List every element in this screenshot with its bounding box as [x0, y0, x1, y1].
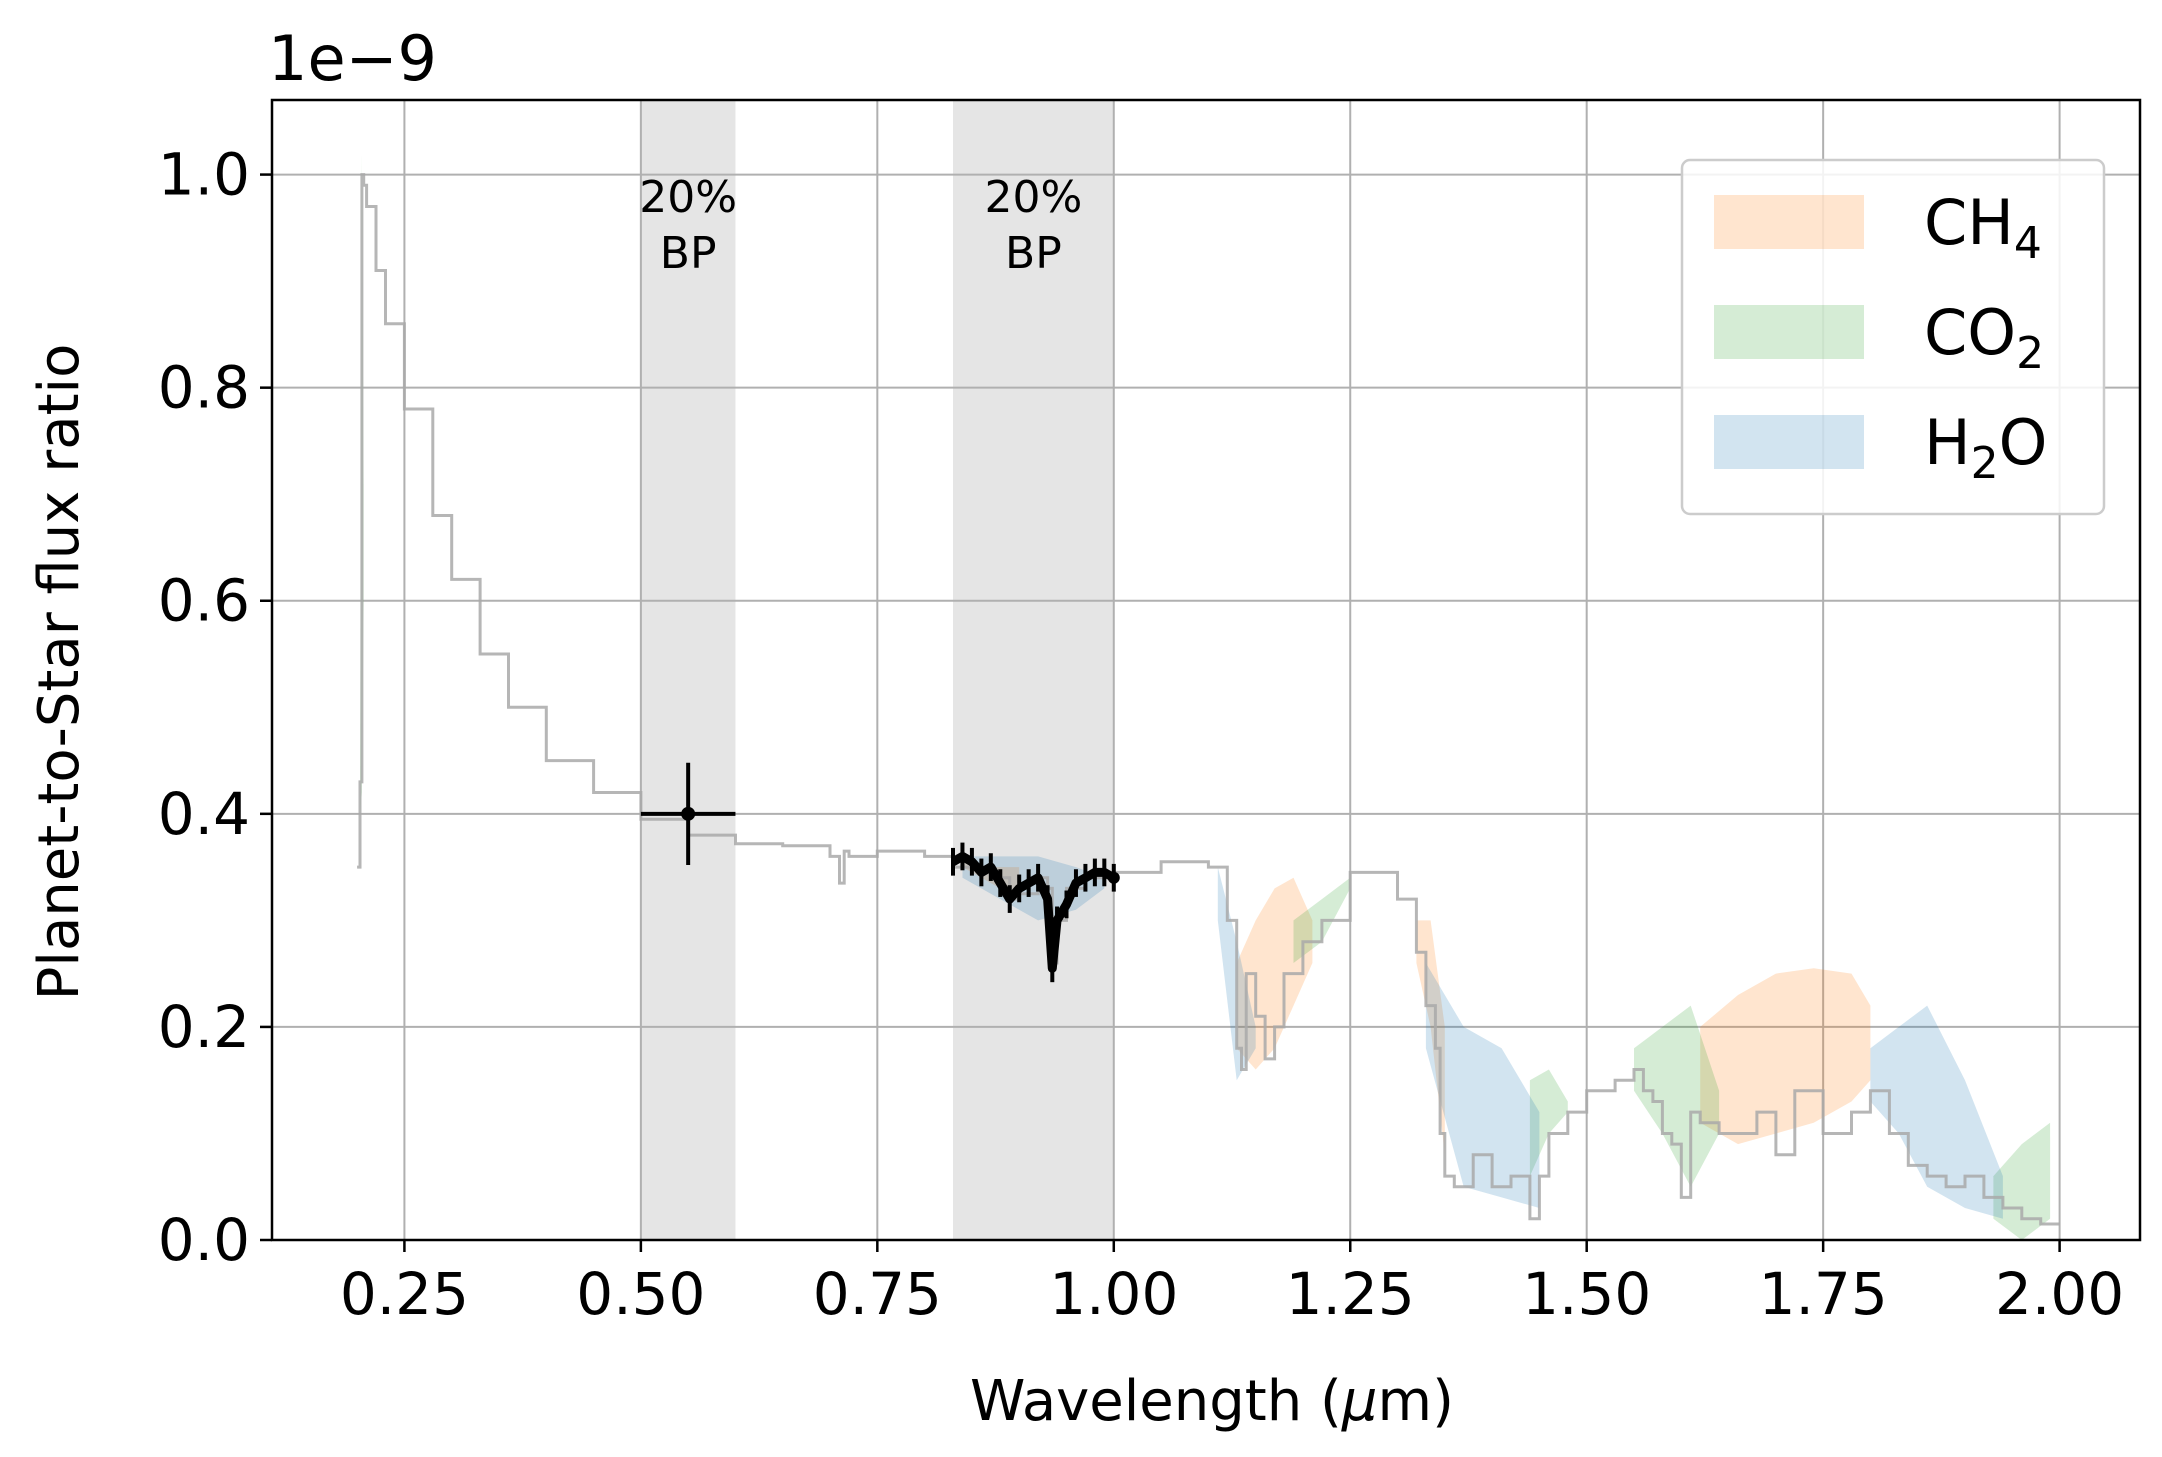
x-tick-label: 1.00: [1049, 1260, 1178, 1328]
x-tick-label: 2.00: [1995, 1260, 2124, 1328]
legend-label: H2O: [1924, 406, 2047, 489]
grid-layer: [272, 100, 2140, 1241]
legend-swatch: [1714, 305, 1864, 359]
x-tick-label: 0.75: [813, 1260, 942, 1328]
h2o-band: [1425, 963, 1540, 1208]
legend-swatch: [1714, 195, 1864, 249]
photometric-point: [681, 806, 696, 821]
bandpass-band: [952, 100, 1114, 1240]
spectrum-data-line: [950, 851, 1117, 973]
x-tick-label: 0.50: [576, 1260, 705, 1328]
y-tick-label: 0.2: [158, 993, 250, 1061]
y-tick-label: 0.4: [158, 780, 250, 848]
y-axis-offset-text: 1e−9: [268, 22, 437, 95]
legend-label: CH4: [1924, 186, 2042, 269]
legend-box: [1680, 158, 2106, 516]
x-tick-label: 1.75: [1759, 1260, 1888, 1328]
spectrum-end-point: [1107, 871, 1120, 884]
plot-frame: [270, 98, 2142, 1242]
ch4-band: [1236, 877, 1313, 1070]
x-tick-label: 0.25: [340, 1260, 469, 1328]
bandpass-label: 20%: [984, 172, 1082, 223]
ch4-band: [1416, 920, 1445, 1155]
bandpass-label: BP: [660, 228, 717, 279]
bandpass-label: 20%: [639, 172, 737, 223]
observation-layer: [640, 762, 1120, 983]
co2-band: [1993, 1122, 2051, 1240]
ch4-band: [1700, 968, 1871, 1145]
y-tick-label: 0.0: [158, 1206, 250, 1274]
bandpass-band: [640, 100, 736, 1240]
x-tick-label: 1.25: [1286, 1260, 1415, 1328]
h2o-band: [1870, 1005, 2003, 1219]
y-tick-label: 0.6: [158, 567, 250, 635]
co2-band: [1529, 1069, 1568, 1177]
legend-swatch: [1714, 415, 1864, 469]
y-tick-label: 1.0: [158, 141, 250, 209]
x-axis-label: Wavelength (μm): [970, 1369, 1454, 1434]
co2-band: [1634, 1005, 1720, 1187]
bandpass-layer: [640, 100, 1114, 1240]
y-tick-label: 0.8: [158, 354, 250, 422]
x-tick-label: 1.50: [1522, 1260, 1651, 1328]
legend: CH4 CO2 H2O: [1680, 158, 2106, 516]
legend-label: CO2: [1924, 296, 2044, 379]
tick-layer: 0.25 0.50 0.75 1.00 1.25 1.50 1.75 2.00 0.0 0.2 0.…: [158, 141, 2124, 1328]
y-axis-label: Planet-to-Star flux ratio: [27, 344, 92, 1001]
bandpass-label: BP: [1005, 228, 1062, 279]
